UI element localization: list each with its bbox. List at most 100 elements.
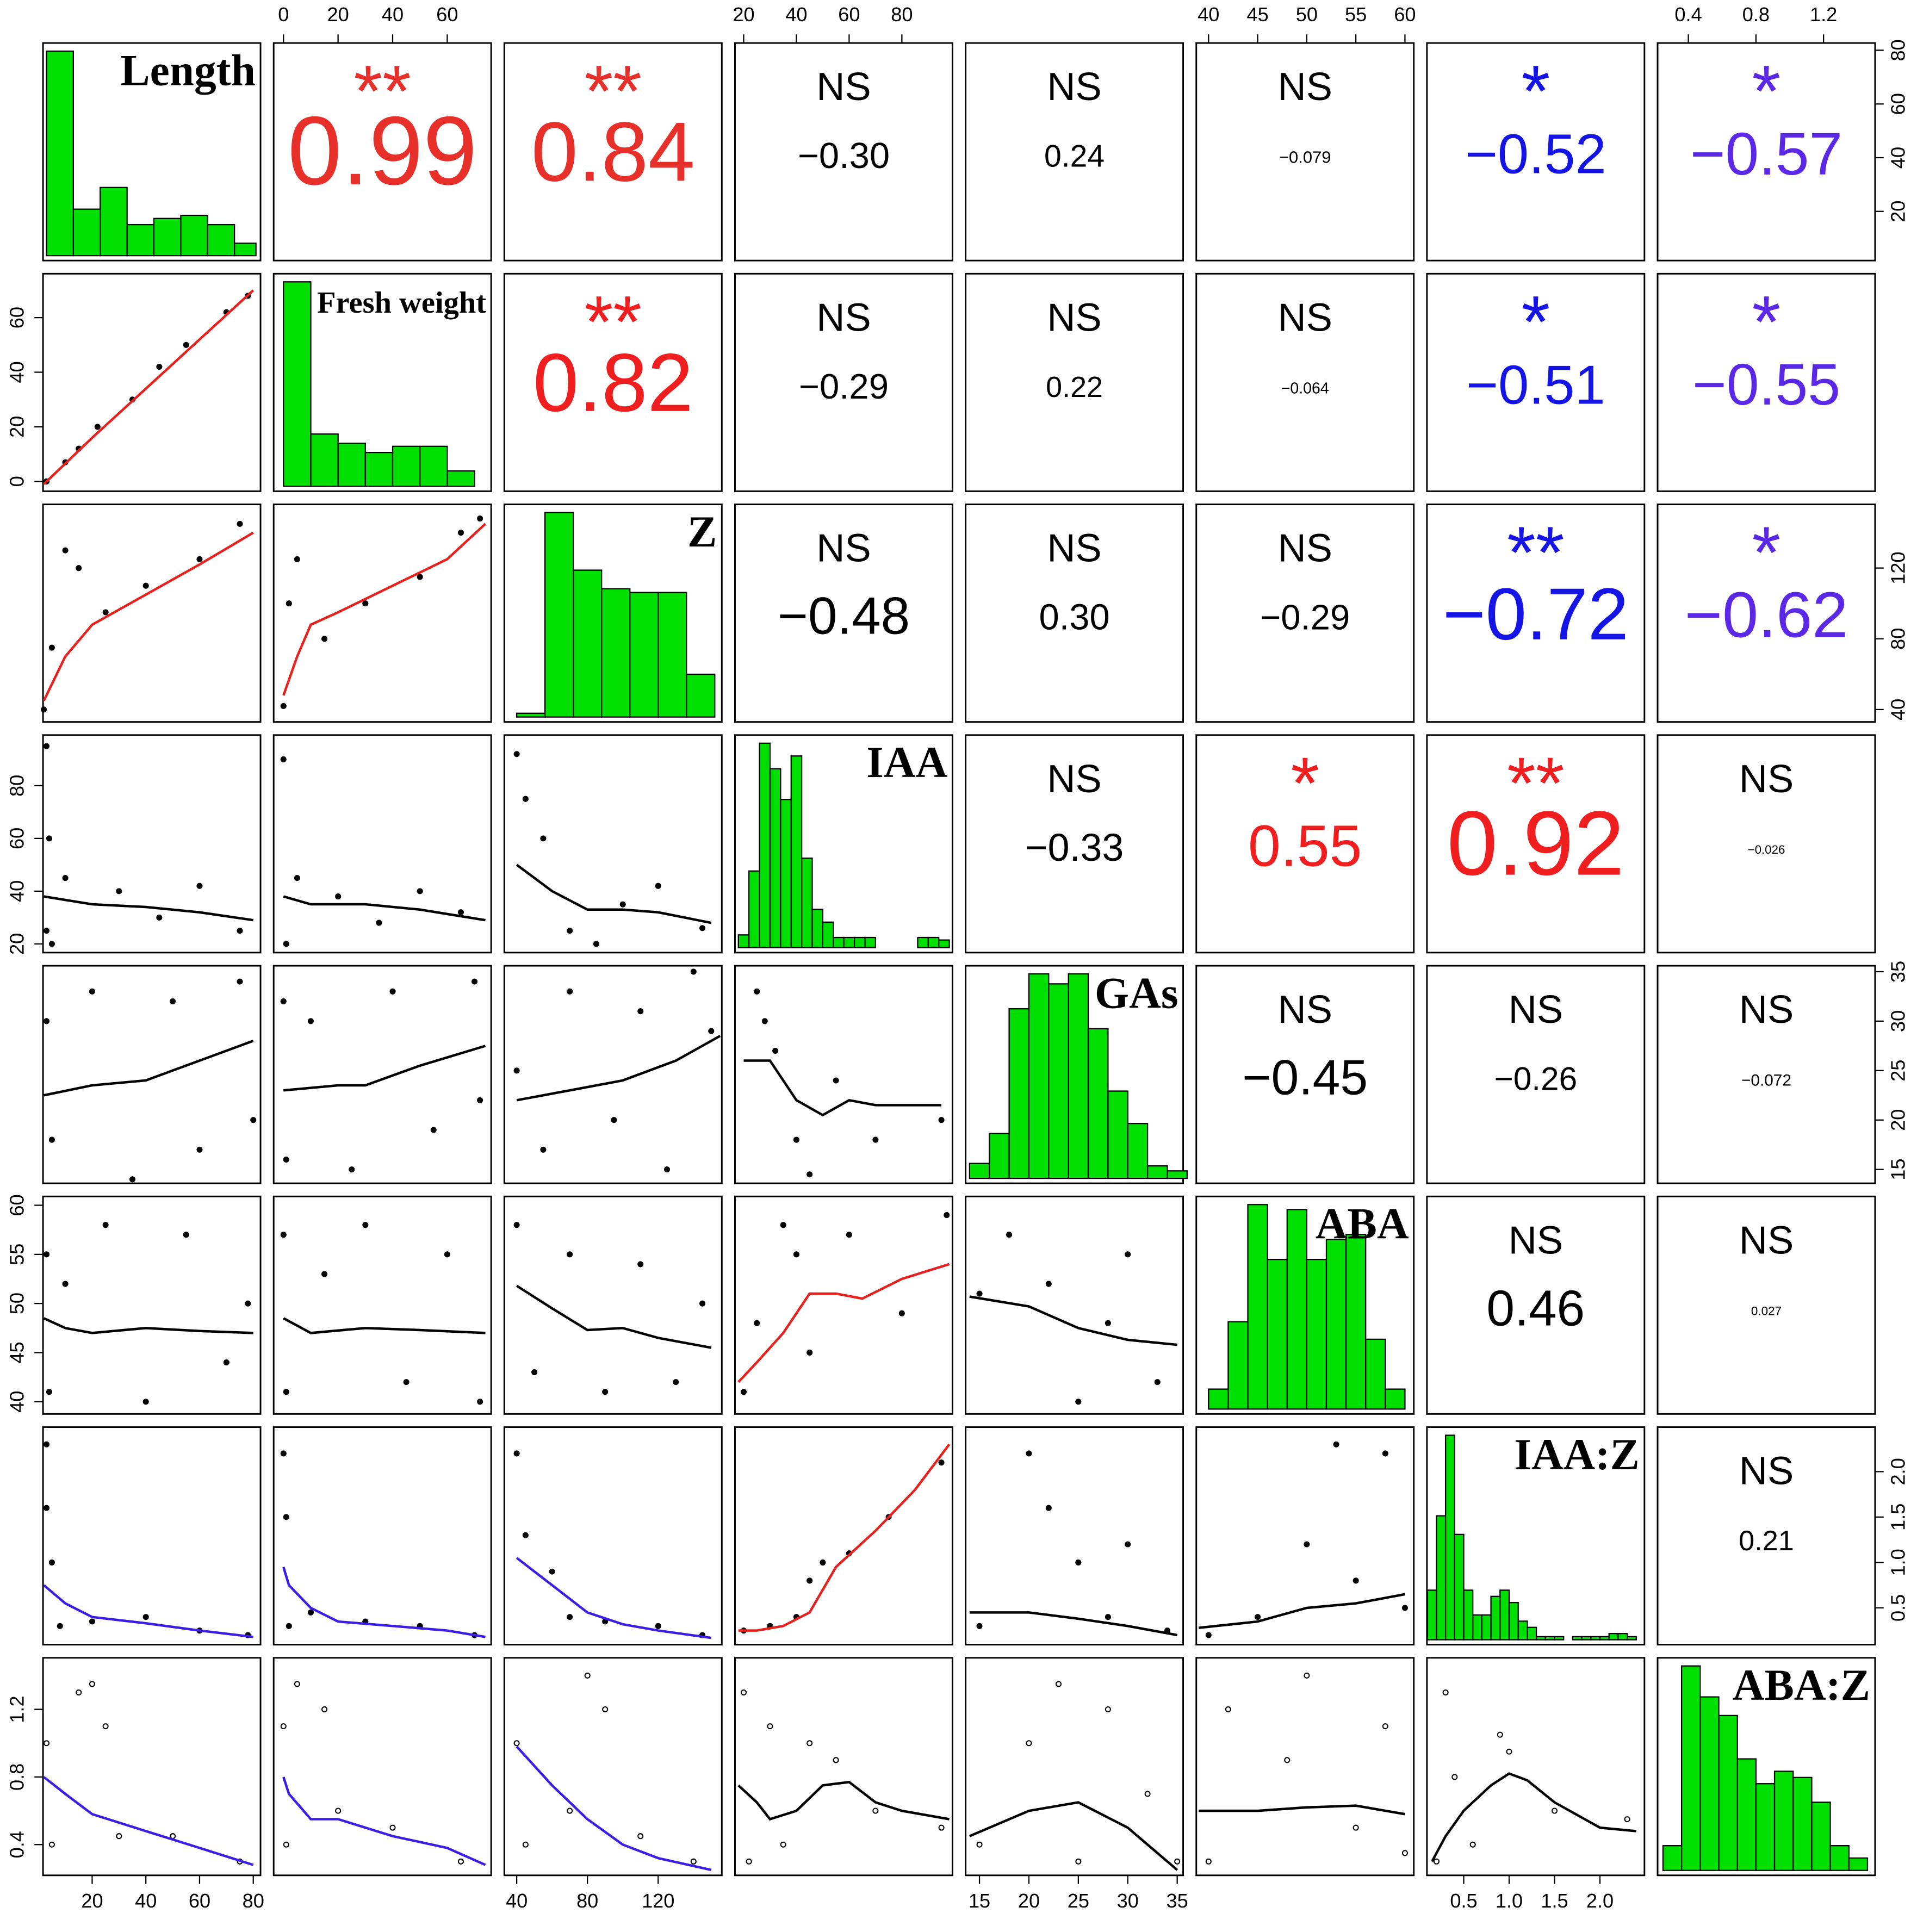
panel-frame bbox=[965, 504, 1184, 723]
scatter-point bbox=[283, 1389, 289, 1395]
scatter-point bbox=[283, 941, 289, 947]
significance: * bbox=[1752, 49, 1781, 132]
scatter-point bbox=[567, 1251, 573, 1258]
panel-frame bbox=[1426, 272, 1646, 492]
x-tick-label: 40 bbox=[382, 3, 404, 26]
scatter-point bbox=[1026, 1450, 1032, 1457]
panel-frame bbox=[1657, 965, 1876, 1184]
scatter-point bbox=[540, 1146, 547, 1153]
significance: * bbox=[1521, 49, 1550, 132]
smooth-line bbox=[282, 523, 487, 696]
significance: * bbox=[1752, 281, 1781, 363]
x-tick-label: 40 bbox=[1198, 3, 1219, 26]
scatter-point bbox=[62, 547, 69, 554]
scatter-point bbox=[513, 1740, 520, 1747]
significance: ** bbox=[585, 281, 642, 363]
significance: * bbox=[1521, 281, 1550, 363]
histogram-bar bbox=[1008, 1008, 1030, 1179]
scatter-point bbox=[567, 928, 573, 934]
x-tick-label: 20 bbox=[733, 3, 754, 26]
scatter-point bbox=[663, 1166, 671, 1173]
scatter-point bbox=[754, 988, 760, 995]
scatter-point bbox=[280, 1232, 287, 1238]
panel-frame bbox=[1657, 734, 1876, 954]
y-tick-label: 25 bbox=[1887, 1060, 1909, 1082]
scatter-point bbox=[1304, 1672, 1310, 1679]
smooth-line bbox=[43, 1584, 253, 1638]
significance: NS bbox=[1739, 1449, 1794, 1493]
variable-name: ABA:Z bbox=[1733, 1661, 1870, 1710]
histogram-bar bbox=[1535, 1636, 1546, 1641]
scatter-point bbox=[567, 1614, 573, 1620]
correlation-value: −0.29 bbox=[1260, 597, 1350, 637]
scatter-point bbox=[1382, 1450, 1388, 1457]
histogram-bar bbox=[1848, 1857, 1869, 1871]
histogram-bar bbox=[1167, 1170, 1188, 1179]
histogram-bar bbox=[1662, 1845, 1683, 1871]
histogram-bar bbox=[1385, 1388, 1406, 1410]
histogram-bar bbox=[573, 569, 603, 718]
significance: NS bbox=[816, 527, 871, 570]
scatter-point bbox=[430, 1127, 437, 1133]
scatter-point bbox=[1205, 1632, 1212, 1638]
smooth-line bbox=[737, 1780, 950, 1821]
scatter-point bbox=[170, 998, 176, 1005]
panel-frame bbox=[1657, 504, 1876, 723]
scatter-point bbox=[1075, 1559, 1082, 1566]
histogram-bar bbox=[419, 445, 448, 487]
panel-frame bbox=[42, 1657, 262, 1877]
scatter-point bbox=[872, 1807, 879, 1814]
scatter-point bbox=[294, 556, 300, 562]
histogram-bar bbox=[1365, 1338, 1386, 1410]
panel-frame bbox=[272, 1657, 492, 1877]
x-tick-label: 60 bbox=[1394, 3, 1416, 26]
panel-frame bbox=[1657, 42, 1876, 262]
correlation-value: 0.55 bbox=[1248, 813, 1362, 879]
scatter-point bbox=[142, 1399, 149, 1405]
histogram-bar bbox=[864, 936, 876, 948]
scatter-point bbox=[237, 978, 243, 985]
scatter-point bbox=[593, 941, 599, 947]
panel-frame bbox=[1426, 1657, 1646, 1877]
smooth-line bbox=[969, 1295, 1177, 1346]
scatter-point bbox=[89, 1681, 95, 1687]
panel-frame bbox=[272, 42, 492, 262]
x-tick-label: 20 bbox=[327, 3, 349, 26]
scatter-point bbox=[820, 1559, 826, 1566]
panel-frame bbox=[272, 965, 492, 1184]
x-tick-label: 15 bbox=[969, 1890, 990, 1912]
smooth-line bbox=[516, 1557, 712, 1639]
scatter-point bbox=[89, 1618, 95, 1625]
panel-frame bbox=[1426, 1195, 1646, 1415]
histogram-bar bbox=[1590, 1636, 1601, 1641]
scatter-point bbox=[477, 1097, 483, 1103]
y-tick-label: 1.2 bbox=[5, 1695, 28, 1723]
histogram-bar bbox=[1554, 1636, 1565, 1641]
scatter-point bbox=[611, 1117, 617, 1123]
histogram-bar bbox=[917, 936, 929, 948]
histogram-bar bbox=[1792, 1776, 1813, 1871]
x-tick-label: 80 bbox=[576, 1890, 598, 1912]
scatter-point bbox=[102, 1723, 109, 1730]
histogram-bar bbox=[1829, 1845, 1850, 1871]
scatter-point bbox=[46, 835, 52, 842]
scatter-point bbox=[806, 1171, 813, 1178]
smooth-line bbox=[283, 1045, 486, 1092]
x-tick-label: 0.8 bbox=[1742, 3, 1770, 26]
scatter-point bbox=[1401, 1850, 1408, 1856]
scatter-point bbox=[1506, 1748, 1512, 1755]
x-tick-label: 50 bbox=[1296, 3, 1318, 26]
histogram-bar bbox=[1286, 1209, 1308, 1410]
scatter-point bbox=[602, 1706, 609, 1713]
panel-frame bbox=[1426, 965, 1646, 1184]
histogram-bar bbox=[180, 214, 208, 257]
scatter-point bbox=[1205, 1858, 1212, 1865]
scatter-point bbox=[637, 1261, 644, 1268]
histogram-bar bbox=[1572, 1636, 1583, 1641]
scatter-point bbox=[699, 925, 706, 931]
correlation-value: 0.24 bbox=[1044, 139, 1105, 174]
scatter-point bbox=[43, 928, 50, 934]
scatter-point bbox=[321, 636, 328, 642]
histogram-bar bbox=[72, 208, 101, 257]
